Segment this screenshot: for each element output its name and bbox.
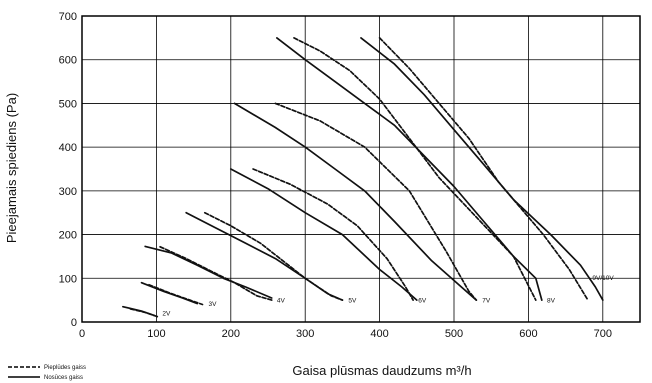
curve-8v-supply (293, 37, 537, 301)
curve-3v-extract (140, 281, 199, 305)
curve-label-6v: 6V (418, 297, 427, 304)
grid (82, 16, 640, 322)
x-tick-label: 0 (79, 328, 85, 340)
x-tick-label: 500 (445, 328, 463, 340)
x-tick-label: 600 (519, 328, 537, 340)
curves (122, 37, 604, 318)
x-axis-title: Gaisa plūsmas daudzums m³/h (292, 363, 471, 378)
curve-labels: 2V 3V 4V 5V 6V 7V 8V 9V/10V (162, 275, 614, 317)
curve-label-5v: 5V (348, 297, 357, 304)
legend-label-extract: Nosūces gaiss (44, 375, 83, 381)
curve-9v-10v-supply (378, 37, 589, 301)
plot-frame (81, 15, 641, 323)
y-tick-label: 300 (59, 186, 77, 198)
curve-5v-supply (203, 211, 344, 301)
y-tick-label: 400 (59, 142, 77, 154)
y-tick-label: 0 (71, 317, 77, 329)
curve-6v-supply (252, 168, 414, 301)
curve-label-7v: 7V (482, 297, 491, 304)
curve-6v-extract (229, 168, 418, 301)
legend: Pieplūdes gaiss Nosūces gaiss (8, 365, 86, 381)
curve-5v-extract (185, 211, 344, 301)
curve-9v-10v-extract (360, 37, 604, 301)
curve-3v-supply (148, 283, 204, 306)
x-tick-label: 200 (222, 328, 240, 340)
curve-7v-supply (274, 102, 478, 301)
tick-labels: 0 100 200 300 400 500 600 700 0 100 200 300 400 500 60… (59, 11, 612, 340)
curve-2v-extract (122, 305, 156, 317)
curve-label-3v: 3V (208, 301, 217, 308)
x-tick-label: 100 (147, 328, 165, 340)
curve-label-8v: 8V (547, 297, 556, 304)
y-tick-label: 500 (59, 98, 77, 110)
y-tick-label: 200 (59, 230, 77, 242)
y-tick-label: 700 (59, 11, 77, 23)
y-tick-label: 600 (59, 55, 77, 67)
legend-label-supply: Pieplūdes gaiss (44, 365, 86, 371)
x-tick-label: 400 (370, 328, 388, 340)
curve-7v-extract (233, 102, 478, 301)
curve-label-9v-10v: 9V/10V (592, 275, 614, 282)
curve-4v-extract (144, 245, 273, 299)
curve-4v-supply (159, 245, 273, 301)
y-axis-title: Pieejamais spiediens (Pa) (4, 93, 19, 243)
curve-8v-extract (276, 37, 543, 301)
curve-label-4v: 4V (277, 297, 286, 304)
y-tick-label: 100 (59, 273, 77, 285)
curve-label-2v: 2V (162, 310, 171, 317)
x-tick-label: 700 (594, 328, 612, 340)
x-tick-label: 300 (296, 328, 314, 340)
